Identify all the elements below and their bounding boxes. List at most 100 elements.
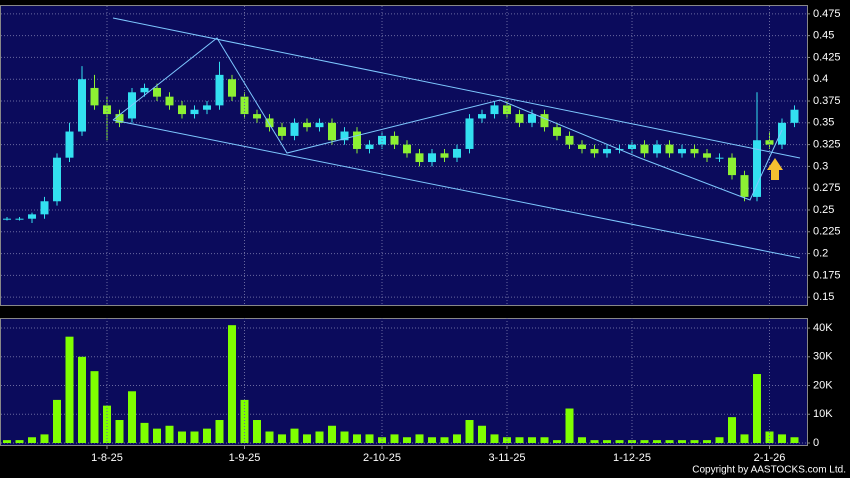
y-tick-label: 0.2 [813, 247, 828, 259]
volume-bar [203, 428, 211, 443]
y-tick-label: 0.275 [813, 182, 841, 194]
volume-bar [740, 434, 749, 443]
candle-body [728, 157, 736, 176]
y-tick-label: 0.3 [813, 160, 828, 172]
candle-body [78, 79, 86, 132]
y-tick-label: 0.425 [813, 51, 841, 63]
candle-body [203, 105, 211, 110]
volume-bar [665, 440, 674, 443]
y-tick-label: 0.45 [813, 30, 834, 42]
y-tick-label: 10K [813, 408, 833, 420]
candle-body [765, 140, 774, 145]
volume-bar [728, 417, 736, 443]
volume-bar [65, 336, 74, 443]
candle-body [153, 87, 161, 97]
y-tick-label: 0.4 [813, 73, 828, 85]
candle-body [790, 109, 799, 123]
volume-bar [790, 437, 799, 443]
candle-body [253, 114, 261, 119]
volume-bar [15, 440, 24, 443]
volume-bar [190, 431, 199, 443]
candle-body [653, 144, 661, 154]
candle-body [28, 214, 36, 219]
y-tick-label: 30K [813, 351, 833, 363]
candle-body [515, 114, 524, 123]
volume-bar [353, 434, 361, 443]
volume-bar [565, 408, 574, 443]
volume-bar [653, 440, 661, 443]
candle-body [215, 74, 224, 106]
volume-bar [340, 431, 349, 443]
volume-bar [465, 420, 474, 443]
volume-bar [28, 437, 36, 443]
candle-body [303, 122, 311, 128]
candle-body [340, 131, 349, 141]
candle-body [165, 96, 174, 106]
volume-bar [528, 437, 536, 443]
volume-bar [240, 399, 249, 443]
candle-body [315, 122, 324, 128]
candle-body [378, 135, 386, 145]
volume-bar [603, 440, 611, 443]
volume-bar [440, 437, 449, 443]
candle-body [415, 153, 424, 163]
volume-bar [503, 437, 511, 443]
candle-body [365, 144, 374, 149]
volume-bar [415, 434, 424, 443]
volume-bar [53, 399, 61, 443]
candle-body [715, 157, 724, 159]
upper-channel [112, 17, 801, 159]
volume-bar [765, 431, 774, 443]
volume-bar [678, 440, 686, 443]
lower-channel [112, 119, 801, 259]
volume-bar [778, 434, 786, 443]
candle-body [690, 148, 699, 154]
candle-body [265, 118, 274, 128]
candle-body [753, 140, 761, 197]
y-tick-label: 40K [813, 322, 833, 334]
candle-body [703, 153, 711, 158]
candle-body [640, 144, 649, 154]
candle-body [115, 114, 124, 123]
candle-body [53, 157, 61, 202]
candle-body [228, 79, 236, 97]
volume-bar [515, 437, 524, 443]
candle-body [778, 122, 786, 145]
volume-bar [328, 425, 336, 443]
volume-bar [290, 428, 299, 443]
candle-body [3, 218, 11, 220]
volume-bar [703, 440, 711, 443]
volume-bar [378, 437, 386, 443]
volume-bar [390, 434, 399, 443]
candle-body [328, 122, 336, 141]
volume-bar [478, 425, 486, 443]
volume-bar [490, 434, 499, 443]
candle-body [628, 144, 636, 149]
candle-body [278, 127, 286, 136]
price-panel [0, 5, 808, 306]
candle-body [678, 148, 686, 154]
candle-body [15, 218, 24, 220]
volume-bar [128, 391, 136, 443]
volume-bar [165, 425, 174, 443]
candle-body [478, 114, 486, 119]
candle-body [465, 118, 474, 149]
copyright: Copyright by AASTOCKS.com Ltd. [692, 465, 846, 476]
volume-bar [303, 434, 311, 443]
volume-bar [178, 431, 186, 443]
volume-bar [140, 422, 149, 443]
volume-bar [90, 371, 99, 443]
volume-bar [215, 420, 224, 443]
y-tick-label: 0.225 [813, 226, 841, 238]
candle-body [428, 153, 436, 163]
candle-body [40, 201, 49, 215]
volume-bar [315, 431, 324, 443]
volume-bar [278, 434, 286, 443]
candle-body [90, 87, 99, 106]
candle-body [353, 131, 361, 149]
candle-body [565, 135, 574, 145]
volume-bar [590, 440, 599, 443]
volume-bar [153, 428, 161, 443]
candle-body [140, 87, 149, 93]
volume-bar [3, 440, 11, 443]
